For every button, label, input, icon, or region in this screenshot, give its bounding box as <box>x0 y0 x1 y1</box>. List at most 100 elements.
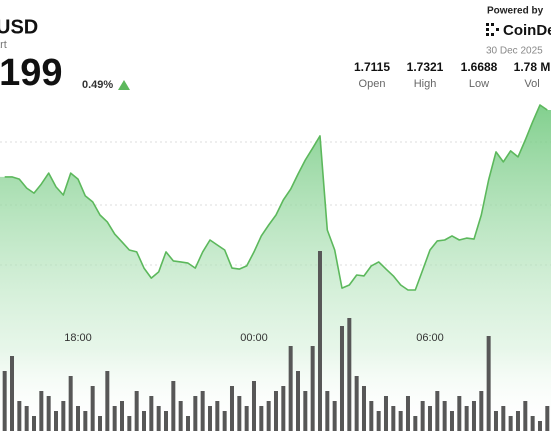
volume-bar <box>435 391 440 431</box>
volume-bar <box>61 401 66 431</box>
volume-bar <box>200 391 205 431</box>
volume-bar <box>222 411 227 431</box>
volume-bar <box>68 376 73 431</box>
volume-bar <box>90 386 95 431</box>
chart-subtitle: art <box>0 39 7 51</box>
volume-bar <box>185 416 190 431</box>
volume-bar <box>39 391 44 431</box>
volume-bar <box>376 411 381 431</box>
stat-value: 1.7115 <box>354 60 390 74</box>
area-fill <box>0 105 551 431</box>
volume-bar <box>420 401 425 431</box>
volume-bar <box>457 396 462 431</box>
volume-bar <box>471 401 476 431</box>
stat-label: Vol <box>524 78 539 90</box>
volume-bar <box>398 411 403 431</box>
volume-bar <box>141 411 146 431</box>
volume-bar <box>24 406 29 431</box>
volume-bar <box>193 396 198 431</box>
stat-value: 1.7321 <box>407 60 444 74</box>
volume-bar <box>530 416 535 431</box>
date: 30 Dec 2025 <box>486 46 543 57</box>
volume-bar <box>273 391 278 431</box>
volume-bar <box>317 251 322 431</box>
volume-bar <box>171 381 176 431</box>
volume-bar <box>251 381 256 431</box>
pair-title: USD <box>0 16 38 38</box>
volume-bar <box>229 386 234 431</box>
volume-bar <box>413 416 418 431</box>
volume-bar <box>442 401 447 431</box>
volume-bar <box>310 346 315 431</box>
volume-bar <box>17 401 22 431</box>
volume-bar <box>515 411 520 431</box>
volume-bar <box>2 371 7 431</box>
plot-area: 18:00 00:00 06:00 <box>0 104 551 431</box>
volume-bar <box>237 396 242 431</box>
stat-label: Low <box>469 78 489 90</box>
volume-bar <box>339 326 344 431</box>
volume-bar <box>259 406 264 431</box>
volume-bar <box>361 386 366 431</box>
price: 7199 <box>0 52 63 94</box>
volume-bar <box>119 401 124 431</box>
volume-bar <box>508 416 513 431</box>
volume-bar <box>303 391 308 431</box>
stat-label: Open <box>359 78 386 90</box>
volume-bar <box>178 401 183 431</box>
volume-bar <box>32 416 37 431</box>
volume-bar <box>156 406 161 431</box>
volume-bar <box>46 396 51 431</box>
x-tick-label: 18:00 <box>64 332 92 344</box>
stats: 1.7115 Open 1.7321 High 1.6688 Low 1.78 M Vol <box>354 60 550 90</box>
volume-bar <box>54 411 59 431</box>
volume-bar <box>369 401 374 431</box>
volume-bar <box>207 406 212 431</box>
volume-bar <box>479 391 484 431</box>
volume-bar <box>537 421 542 431</box>
volume-bar <box>449 411 454 431</box>
volume-bar <box>405 396 410 431</box>
volume-bar <box>76 406 80 431</box>
volume-bar <box>464 406 469 431</box>
volume-bar <box>332 401 337 431</box>
volume-bar <box>266 401 271 431</box>
volume-bar <box>486 336 491 431</box>
volume-bar <box>10 356 15 431</box>
stat-value: 1.78 M <box>514 60 551 74</box>
volume-bar <box>493 411 498 431</box>
volume-bar <box>501 406 506 431</box>
volume-bar <box>295 371 300 431</box>
volume-bar <box>347 318 352 431</box>
volume-bar <box>391 406 396 431</box>
stat-label: High <box>414 78 437 90</box>
volume-bar <box>523 401 528 431</box>
volume-bar <box>127 416 132 431</box>
volume-bar <box>427 406 432 431</box>
volume-bar <box>105 371 110 431</box>
volume-bar <box>163 411 168 431</box>
powered-by: Powered by <box>487 6 544 17</box>
volume-bar <box>244 406 249 431</box>
volume-bar <box>281 386 286 431</box>
volume-bar <box>383 396 388 431</box>
volume-bar <box>149 396 154 431</box>
up-arrow <box>118 80 130 90</box>
volume-bar <box>134 391 139 431</box>
brand-logo <box>486 23 499 36</box>
volume-bar <box>288 346 293 431</box>
volume-bar <box>215 401 220 431</box>
price-line <box>4 104 548 291</box>
stat-value: 1.6688 <box>461 60 498 74</box>
x-tick-label: 00:00 <box>240 332 268 344</box>
x-tick-label: 06:00 <box>416 332 444 344</box>
volume-bar <box>83 411 88 431</box>
volume-bar <box>545 406 550 431</box>
brand-name: CoinDe <box>503 22 551 39</box>
price-change: 0.49% <box>82 79 113 91</box>
volume-bar <box>97 416 102 431</box>
volume-bar <box>325 391 330 431</box>
volume-bar <box>354 376 359 431</box>
volume-bar <box>112 406 117 431</box>
